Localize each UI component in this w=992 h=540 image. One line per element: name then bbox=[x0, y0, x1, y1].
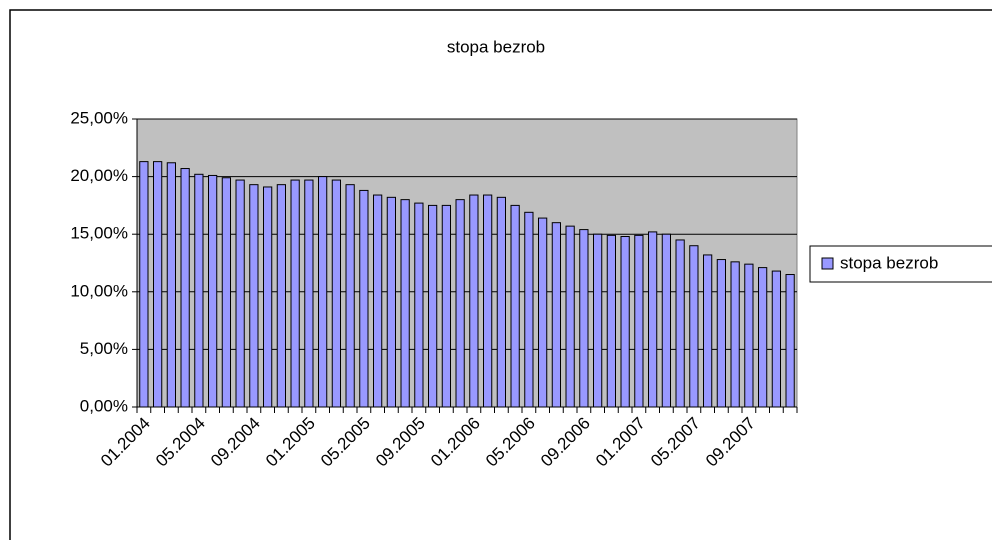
bar bbox=[153, 161, 163, 408]
bar bbox=[373, 194, 383, 408]
bar bbox=[304, 179, 314, 408]
bar bbox=[579, 229, 589, 408]
y-tick-label: 20,00% bbox=[70, 166, 128, 185]
y-tick-label: 0,00% bbox=[80, 396, 128, 415]
bar bbox=[139, 161, 149, 408]
bar bbox=[414, 202, 424, 408]
bar bbox=[386, 196, 396, 408]
bar bbox=[634, 234, 644, 408]
y-tick-label: 25,00% bbox=[70, 108, 128, 127]
bar bbox=[551, 222, 561, 408]
bar bbox=[290, 179, 300, 408]
bar bbox=[469, 194, 479, 408]
bar bbox=[318, 176, 328, 408]
y-tick-label: 5,00% bbox=[80, 339, 128, 358]
bar bbox=[249, 184, 259, 408]
bar bbox=[276, 184, 286, 408]
bar bbox=[441, 204, 451, 408]
bar bbox=[483, 194, 493, 408]
bar bbox=[496, 196, 506, 408]
bar bbox=[208, 174, 218, 408]
bar bbox=[455, 199, 465, 408]
bar bbox=[661, 233, 671, 408]
legend-label: stopa bezrob bbox=[840, 253, 938, 272]
bar bbox=[785, 274, 795, 408]
y-tick-label: 10,00% bbox=[70, 281, 128, 300]
bar bbox=[565, 225, 575, 408]
y-tick-label: 15,00% bbox=[70, 224, 128, 243]
bar bbox=[221, 177, 231, 408]
bar bbox=[716, 259, 726, 408]
bar bbox=[606, 234, 616, 408]
bar bbox=[345, 184, 355, 408]
bar bbox=[510, 204, 520, 408]
bar bbox=[703, 254, 713, 408]
bar bbox=[180, 168, 190, 408]
bar bbox=[428, 204, 438, 408]
chart-title: stopa bezrob bbox=[447, 37, 545, 56]
legend-swatch bbox=[821, 257, 834, 270]
bar bbox=[400, 199, 410, 408]
bar bbox=[648, 231, 658, 408]
bar bbox=[524, 211, 534, 408]
bar bbox=[538, 217, 548, 408]
bar bbox=[331, 179, 341, 408]
bar bbox=[689, 245, 699, 408]
bar bbox=[758, 267, 768, 408]
legend: stopa bezrob bbox=[809, 245, 992, 283]
bar bbox=[194, 173, 204, 408]
bar bbox=[675, 239, 685, 408]
bar bbox=[730, 261, 740, 408]
bar bbox=[771, 270, 781, 408]
legend-box bbox=[809, 245, 992, 283]
bar bbox=[744, 263, 754, 408]
bar bbox=[263, 186, 273, 408]
bar bbox=[593, 233, 603, 408]
plot-area bbox=[136, 118, 798, 408]
bar bbox=[235, 179, 245, 408]
bar bbox=[166, 162, 176, 408]
bar bbox=[620, 236, 630, 408]
bar bbox=[359, 189, 369, 408]
